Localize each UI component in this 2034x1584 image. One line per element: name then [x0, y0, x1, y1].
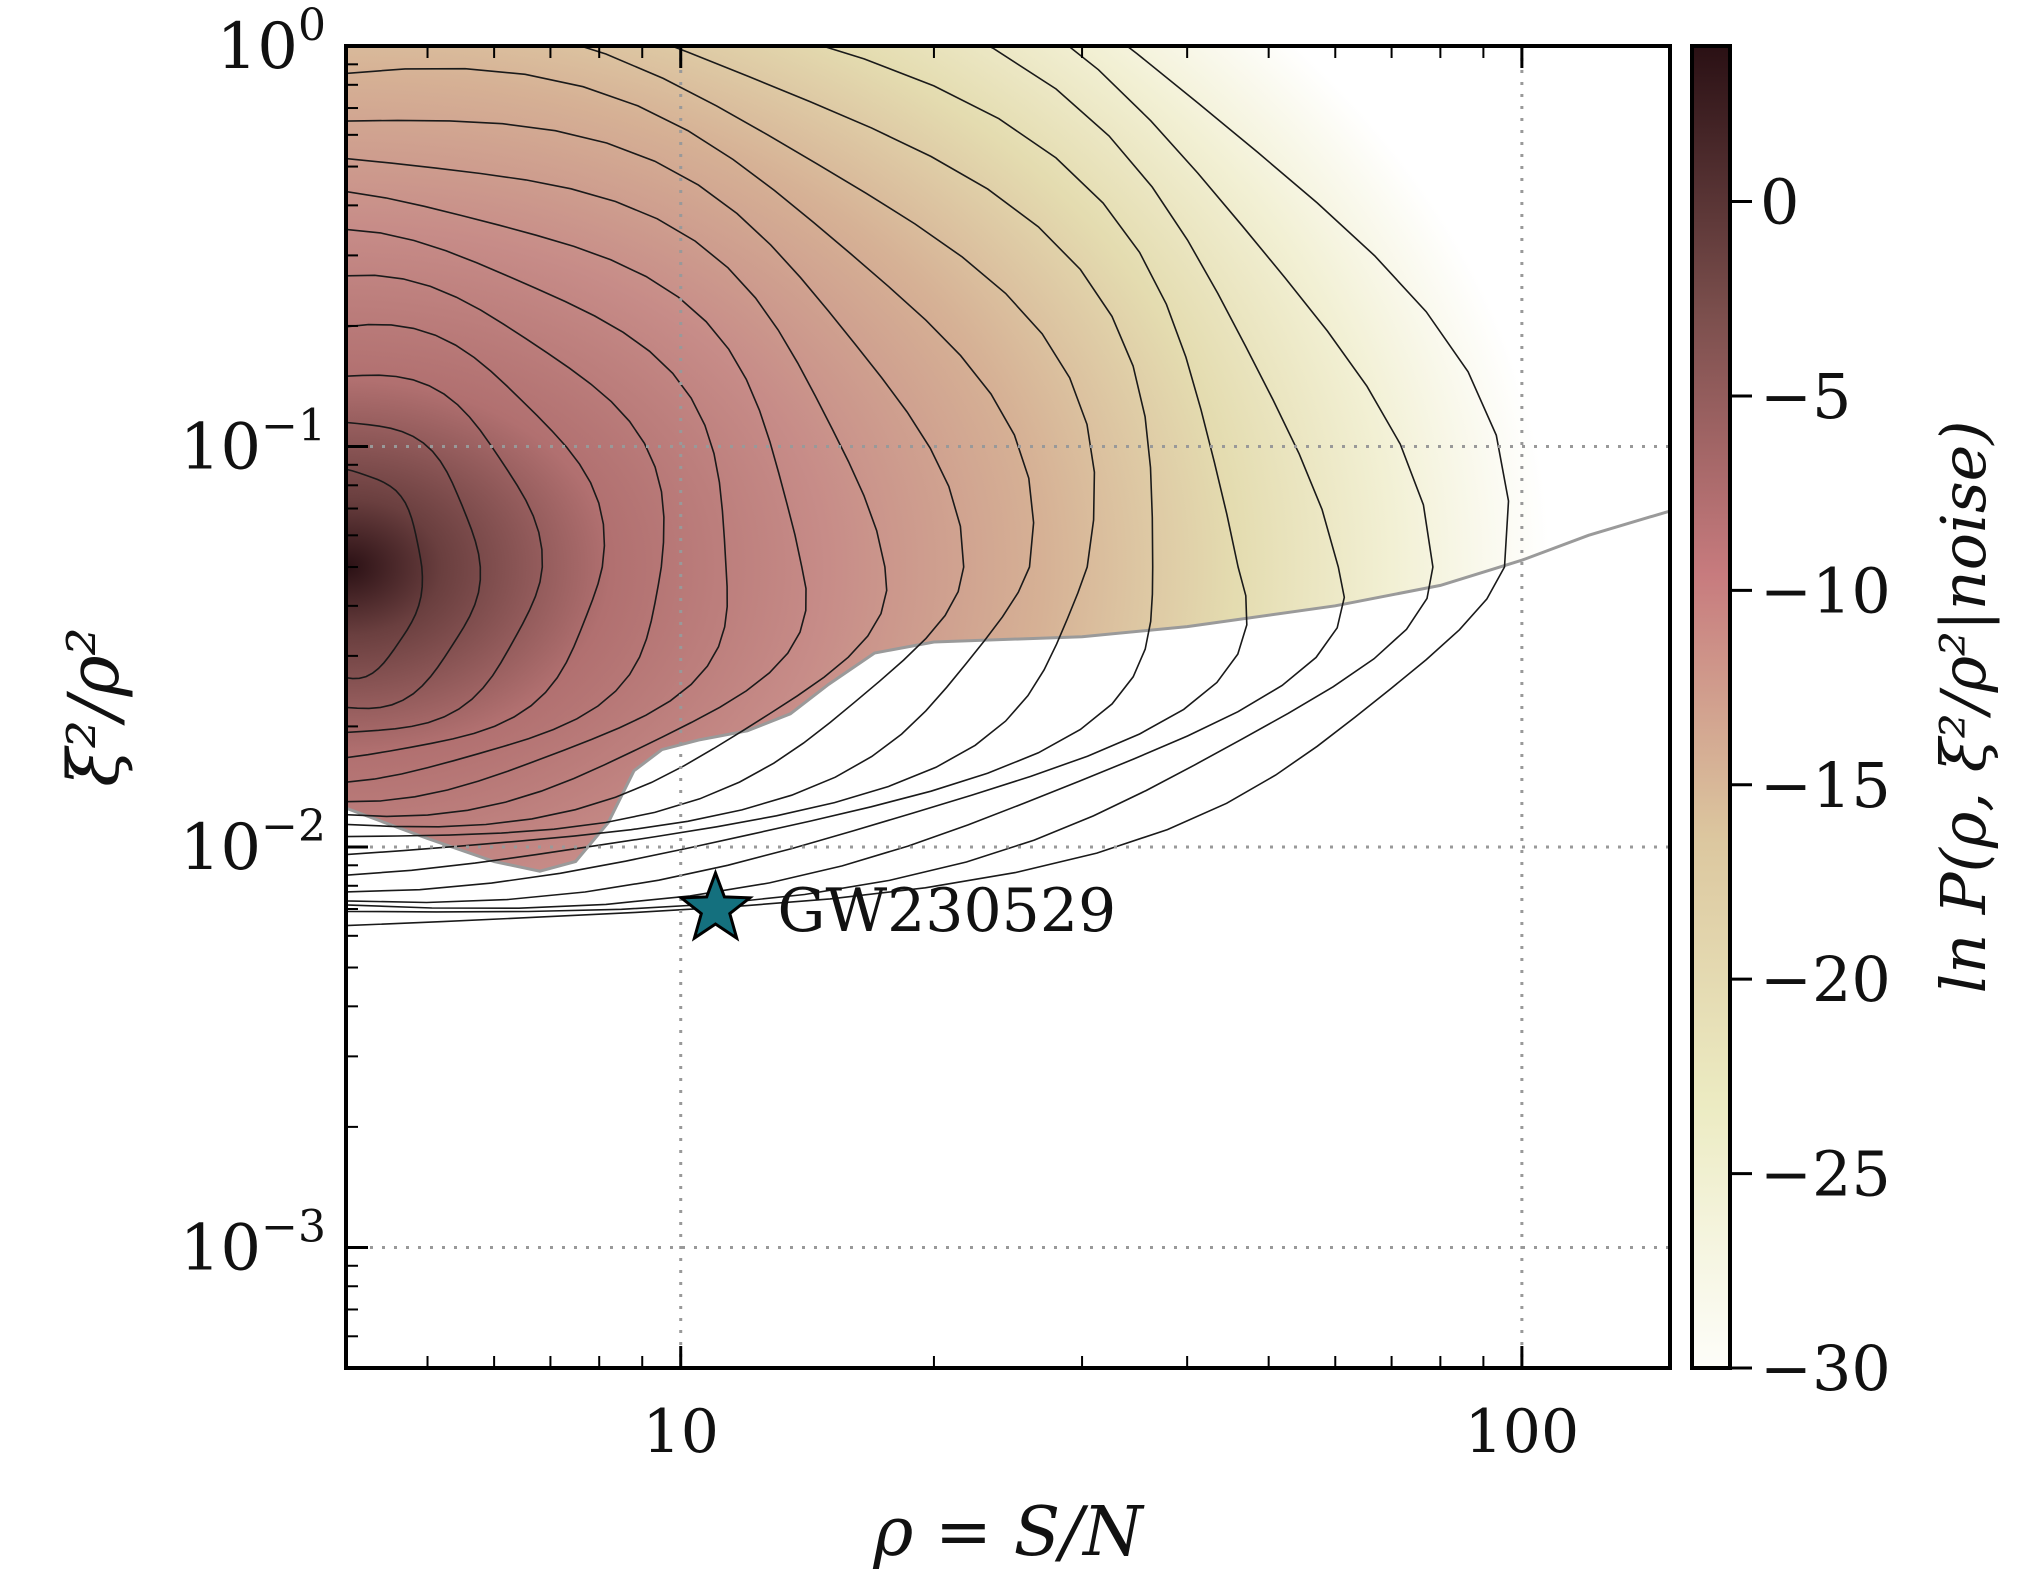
y-tick-label: 10−1	[180, 400, 326, 484]
annotation-layer: GW230529	[677, 868, 1117, 946]
colorbar-tick-label: −5	[1760, 360, 1851, 433]
colorbar: 0 −5 −10 −15 −20 −25 −30 ln P(ρ, ξ²/ρ²|noise)	[1690, 44, 2000, 1405]
colorbar-tick-label: −20	[1760, 943, 1891, 1016]
contour-level	[346, 46, 1346, 910]
colorbar-frame	[1690, 44, 1732, 1370]
y-axis-title: ξ²/ρ²	[53, 627, 135, 786]
colorbar-tick-label: −10	[1760, 554, 1891, 627]
colorbar-gradient	[1692, 46, 1730, 1368]
contour-level	[346, 46, 1434, 913]
y-tick-label: 10−2	[180, 801, 326, 885]
contour-level	[346, 274, 665, 784]
contour-level	[346, 374, 544, 734]
contour-level	[346, 119, 965, 838]
contour-level	[346, 468, 424, 680]
contour-level	[346, 46, 1248, 904]
colorbar-tick-label: −25	[1760, 1138, 1891, 1211]
x-axis-ticks: 10 100	[345, 46, 1580, 1467]
contour-level	[346, 46, 1096, 877]
colorbar-tick-label: −30	[1760, 1332, 1891, 1405]
contour-level	[346, 67, 1035, 856]
x-tick-label: 100	[1465, 1397, 1580, 1467]
contour-level	[346, 190, 807, 818]
colorbar-ticks: 0 −5 −10 −15 −20 −25 −30	[1730, 166, 1891, 1405]
x-axis-title: ρ = S/N	[872, 1493, 1145, 1572]
y-tick-label: 100	[217, 0, 326, 84]
y-tick-label: 10−3	[180, 1201, 326, 1285]
plot-area: GW230529 10 100 100 10−1 10−2 10−3	[180, 0, 1672, 1467]
support-boundary	[346, 509, 1670, 873]
annotation-label: GW230529	[778, 876, 1117, 946]
contour-level	[346, 157, 888, 828]
colorbar-tick-label: −15	[1760, 749, 1891, 822]
colorbar-label: ln P(ρ, ξ²/ρ²|noise)	[1927, 420, 2000, 993]
contour-lines	[346, 46, 1510, 927]
y-axis-ticks: 100 10−1 10−2 10−3	[180, 0, 368, 1369]
star-marker	[677, 868, 754, 942]
contour-level	[346, 228, 729, 803]
contour-level	[346, 421, 482, 710]
density-field	[346, 46, 1670, 873]
contour-level	[346, 46, 1154, 893]
x-tick-label: 10	[643, 1397, 719, 1467]
contour-level	[346, 46, 1510, 927]
plot-frame	[344, 44, 1672, 1370]
colorbar-tick-label: 0	[1760, 166, 1799, 239]
density-region	[346, 46, 1670, 872]
contour-level	[346, 323, 606, 759]
